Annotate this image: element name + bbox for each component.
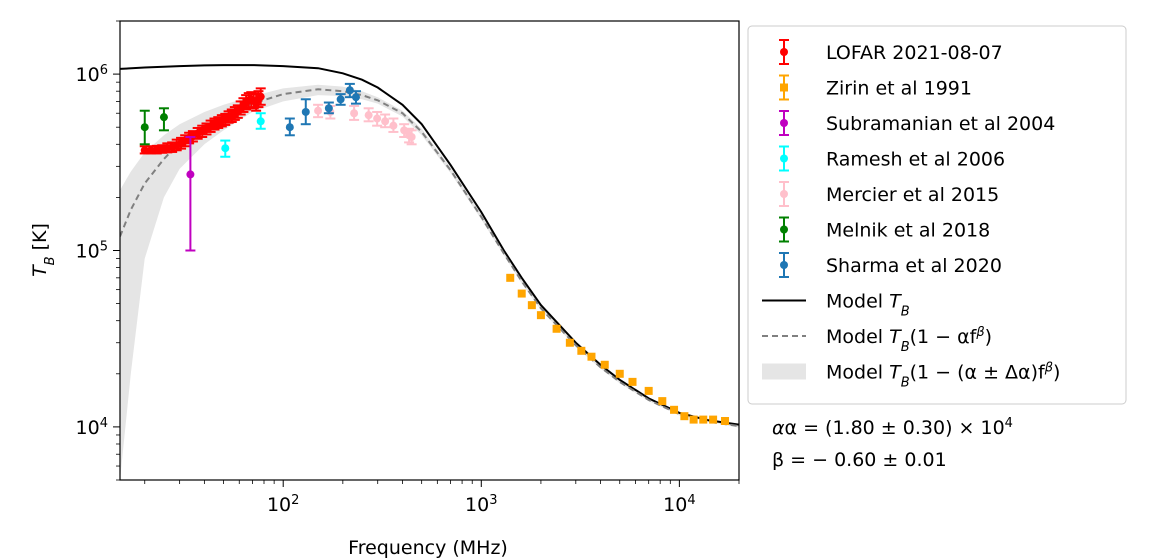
legend-marker <box>780 83 788 92</box>
series-2 <box>185 135 196 252</box>
data-point <box>256 117 265 126</box>
data-point <box>314 106 323 115</box>
data-point <box>351 93 360 102</box>
series-1 <box>506 273 730 426</box>
data-point <box>721 417 730 426</box>
data-point <box>350 109 359 118</box>
data-point <box>577 346 586 355</box>
legend-band-swatch <box>762 363 806 380</box>
data-point <box>159 113 168 122</box>
legend-marker <box>780 225 788 234</box>
data-point <box>140 123 149 132</box>
legend-label: Model TB <box>826 291 910 320</box>
data-point <box>301 107 310 116</box>
data-point <box>658 397 667 406</box>
series-6 <box>284 82 361 137</box>
x-tick-label: 102 <box>267 493 299 517</box>
data-point <box>221 144 230 153</box>
data-point <box>536 311 545 320</box>
legend-entry-model-1: Model TB(1 − αfβ) <box>762 325 992 355</box>
legend-label: LOFAR 2021-08-07 <box>826 42 1003 64</box>
y-axis-label: TB [K] <box>29 223 58 277</box>
legend-frame <box>747 25 1127 405</box>
model-tb-line <box>120 64 739 426</box>
alpha-annotation: αα = (1.80 ± 0.30) × 104 <box>772 416 1013 440</box>
legend-label: Melnik et al 2018 <box>826 220 990 242</box>
data-point <box>699 415 708 424</box>
uncertainty-band <box>120 84 739 480</box>
data-point <box>709 415 718 424</box>
series-5 <box>139 107 169 146</box>
data-point <box>186 170 195 179</box>
data-point <box>600 360 609 369</box>
x-tick-label: 103 <box>465 493 497 517</box>
uncertainty-band-layer <box>120 84 739 480</box>
data-point <box>381 117 390 126</box>
data-point <box>680 412 689 421</box>
legend-entry-model-0: Model TB <box>762 291 910 320</box>
legend-label: Zirin et al 1991 <box>826 78 972 100</box>
data-point <box>670 405 679 414</box>
legend-marker <box>780 190 788 198</box>
data-point <box>644 386 653 395</box>
series-3 <box>220 112 266 158</box>
data-point-layer <box>139 82 730 426</box>
series-4 <box>313 103 417 146</box>
legend-label: Model TB(1 − αfβ) <box>826 325 992 355</box>
legend-entry-1: Zirin et al 1991 <box>779 74 972 101</box>
x-axis-label: Frequency (MHz) <box>348 537 508 559</box>
legend-label: Sharma et al 2020 <box>826 255 1002 277</box>
series-0 <box>139 87 266 155</box>
data-point <box>506 273 515 282</box>
data-point <box>527 301 536 310</box>
data-point <box>615 369 624 378</box>
data-point <box>587 352 596 361</box>
legend: LOFAR 2021-08-07 Zirin et al 1991 Subraman… <box>747 25 1127 405</box>
data-point <box>324 104 333 113</box>
data-point <box>389 121 398 130</box>
legend-entry-6: Sharma et al 2020 <box>779 252 1002 278</box>
axis-ticks-layer: 102 103 104 104 105 106 <box>76 20 740 517</box>
data-point <box>565 338 574 347</box>
data-point <box>146 146 155 155</box>
legend-marker <box>780 154 788 163</box>
y-tick-label: 106 <box>76 63 108 87</box>
data-point <box>552 324 561 333</box>
data-point <box>407 132 416 141</box>
legend-label: Model TB(1 − (α ± Δα)fβ) <box>826 360 1060 390</box>
legend-entry-3: Ramesh et al 2006 <box>779 145 1005 172</box>
y-tick-label: 104 <box>76 415 108 439</box>
data-point <box>364 111 373 120</box>
legend-entry-4: Mercier et al 2015 <box>779 181 999 207</box>
data-point <box>689 415 698 424</box>
y-tick-label: 105 <box>76 239 108 263</box>
legend-entry-2: Subramanian et al 2004 <box>779 110 1055 136</box>
legend-entry-5: Melnik et al 2018 <box>779 216 990 243</box>
beta-annotation: β = − 0.60 ± 0.01 <box>772 449 947 471</box>
data-point <box>336 95 345 104</box>
x-tick-label: 104 <box>663 493 695 517</box>
data-point <box>517 289 526 298</box>
data-point <box>285 123 294 132</box>
legend-marker <box>780 261 788 269</box>
legend-label: Subramanian et al 2004 <box>826 113 1055 135</box>
legend-marker <box>780 48 788 56</box>
data-point <box>373 114 382 123</box>
legend-marker <box>780 119 788 127</box>
legend-entry-0: LOFAR 2021-08-07 <box>779 39 1003 65</box>
data-point <box>140 146 149 155</box>
data-point <box>345 86 354 95</box>
data-point <box>628 377 637 386</box>
data-point <box>256 92 265 101</box>
legend-label: Ramesh et al 2006 <box>826 149 1005 171</box>
legend-entry-band: Model TB(1 − (α ± Δα)fβ) <box>762 360 1060 390</box>
legend-label: Mercier et al 2015 <box>826 184 999 206</box>
